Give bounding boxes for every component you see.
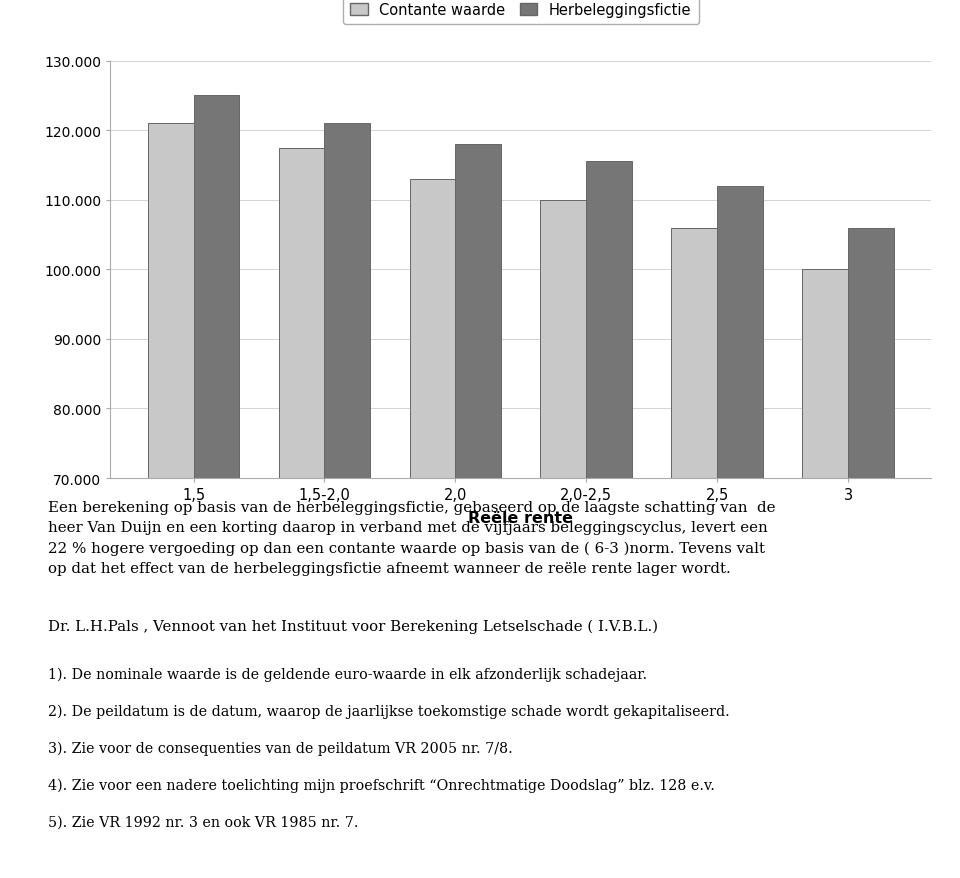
Bar <box>540 200 587 878</box>
Bar <box>848 228 894 878</box>
Bar <box>410 180 455 878</box>
Text: 4). Zie voor een nadere toelichting mijn proefschrift “Onrechtmatige Doodslag” b: 4). Zie voor een nadere toelichting mijn… <box>48 778 715 792</box>
Bar <box>717 187 763 878</box>
Bar <box>671 228 717 878</box>
Bar <box>587 162 632 878</box>
Text: 1). De nominale waarde is de geldende euro-waarde in elk afzonderlijk schadejaar: 1). De nominale waarde is de geldende eu… <box>48 667 647 681</box>
Bar <box>324 124 371 878</box>
Text: Dr. L.H.Pals , Vennoot van het Instituut voor Berekening Letselschade ( I.V.B.L.: Dr. L.H.Pals , Vennoot van het Instituut… <box>48 619 658 633</box>
Legend: Contante waarde, Herbeleggingsfictie: Contante waarde, Herbeleggingsfictie <box>343 0 699 25</box>
Bar <box>278 148 324 878</box>
Text: Een berekening op basis van de herbeleggingsfictie, gebaseerd op de laagste scha: Een berekening op basis van de herbelegg… <box>48 500 776 575</box>
Bar <box>455 145 501 878</box>
Text: 3). Zie voor de consequenties van de peildatum VR 2005 nr. 7/8.: 3). Zie voor de consequenties van de pei… <box>48 741 513 755</box>
Text: 2). De peildatum is de datum, waarop de jaarlijkse toekomstige schade wordt geka: 2). De peildatum is de datum, waarop de … <box>48 704 730 718</box>
Bar <box>194 97 239 878</box>
X-axis label: Reële rente: Reële rente <box>468 511 573 526</box>
Text: 5). Zie VR 1992 nr. 3 en ook VR 1985 nr. 7.: 5). Zie VR 1992 nr. 3 en ook VR 1985 nr.… <box>48 815 358 829</box>
Bar <box>148 124 194 878</box>
Bar <box>803 270 848 878</box>
